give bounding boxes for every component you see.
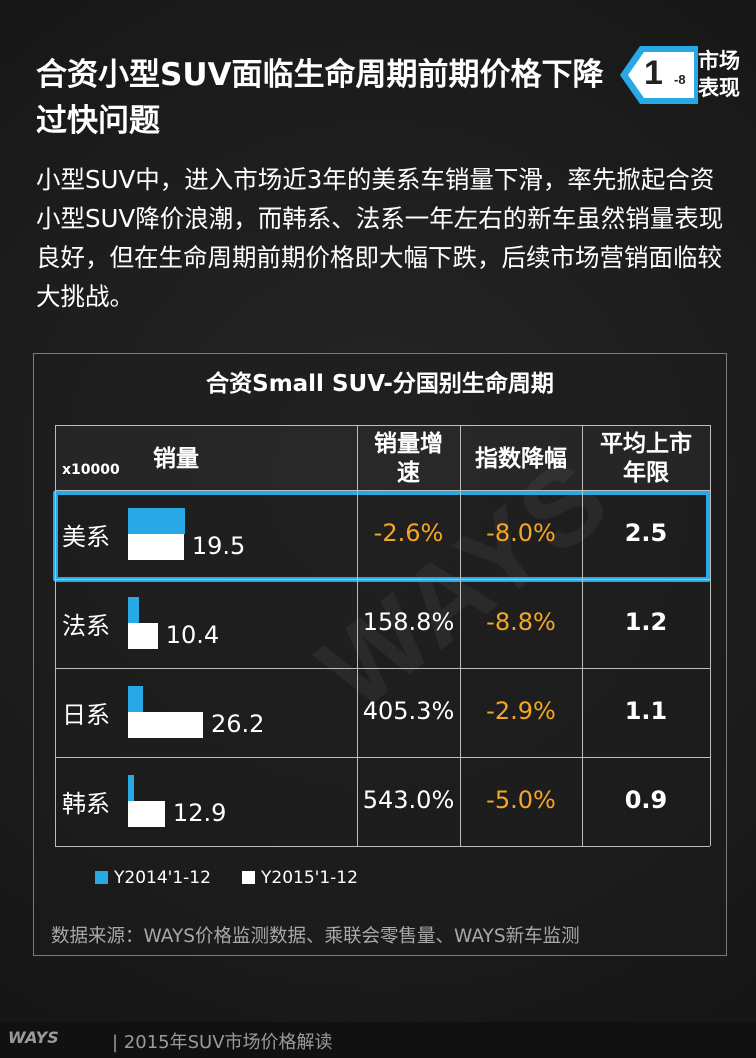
section-tag: 1 -8 市场表现	[620, 44, 756, 106]
bar-2014	[128, 507, 186, 534]
legend-item-2015: Y2015'1-12	[242, 868, 358, 888]
column-header-3: 指数降幅	[475, 446, 567, 472]
tag-sub-number: -8	[674, 72, 686, 87]
table-border-vertical	[55, 425, 56, 846]
row-region-label: 日系	[62, 700, 110, 729]
bar-2015	[128, 711, 203, 738]
bar-value-label: 12.9	[172, 798, 227, 827]
legend-swatch-icon	[242, 871, 255, 884]
cell-index-drop: -8.0%	[486, 518, 556, 547]
bar-2015	[128, 622, 158, 649]
cell-avg-years: 1.2	[624, 607, 668, 636]
table-divider-horizontal	[55, 846, 710, 847]
bar-value-label: 19.5	[191, 531, 246, 560]
table-divider-horizontal	[55, 757, 710, 758]
data-source: 数据来源：WAYS价格监测数据、乘联会零售量、WAYS新车监测	[51, 926, 580, 947]
bar-value-label: 26.2	[211, 709, 265, 738]
cell-index-drop: -2.9%	[486, 696, 556, 725]
column-header-1: 销量	[153, 446, 199, 472]
unit-label: x10000	[62, 462, 120, 478]
table-border-top	[55, 425, 710, 426]
cell-avg-years: 2.5	[624, 518, 668, 547]
row-region-label: 韩系	[62, 789, 110, 818]
table-divider-vertical	[357, 425, 358, 846]
tag-label: 市场表现	[698, 49, 740, 100]
table-divider-horizontal	[55, 579, 710, 580]
footer-text: | 2015年SUV市场价格解读	[112, 1032, 333, 1053]
column-header-4: 平均上市 年限	[600, 431, 692, 486]
table-divider-horizontal	[55, 490, 710, 491]
table-divider-vertical	[460, 425, 461, 846]
intro-paragraph: 小型SUV中，进入市场近3年的美系车销量下滑，率先掀起合资小型SUV降价浪潮，而…	[36, 165, 724, 311]
table-divider-vertical	[582, 425, 583, 846]
bar-2014	[128, 774, 134, 801]
cell-avg-years: 0.9	[624, 785, 668, 814]
legend-swatch-icon	[95, 871, 108, 884]
cell-growth: 158.8%	[362, 607, 455, 636]
cell-growth: -2.6%	[373, 518, 444, 547]
row-region-label: 美系	[62, 522, 110, 551]
cell-index-drop: -5.0%	[486, 785, 556, 814]
bar-2015	[128, 533, 184, 560]
footer-bar	[0, 1022, 756, 1058]
bar-2014	[128, 596, 140, 623]
bar-2015	[128, 800, 165, 827]
page-title: 合资小型SUV面临生命周期前期价格下降过快问题	[36, 57, 604, 139]
cell-growth: 543.0%	[362, 785, 455, 814]
column-header-2: 销量增速	[374, 431, 443, 486]
bar-2014	[128, 685, 143, 712]
table-divider-horizontal	[55, 668, 710, 669]
cell-growth: 405.3%	[362, 696, 455, 725]
table-header-bg	[55, 425, 710, 490]
chart-panel	[33, 353, 727, 956]
footer-logo: WAYS	[8, 1028, 59, 1047]
legend-label: Y2015'1-12	[261, 868, 358, 888]
tag-number: 1	[644, 54, 663, 92]
table-border-vertical	[710, 425, 711, 846]
row-region-label: 法系	[62, 611, 110, 640]
chart-title: 合资Small SUV-分国别生命周期	[206, 371, 554, 397]
bar-value-label: 10.4	[165, 620, 220, 649]
cell-avg-years: 1.1	[624, 696, 668, 725]
tag-arrow-shape	[620, 46, 698, 104]
cell-index-drop: -8.8%	[486, 607, 556, 636]
legend-item-2014: Y2014'1-12	[95, 868, 211, 888]
legend-label: Y2014'1-12	[114, 868, 211, 888]
